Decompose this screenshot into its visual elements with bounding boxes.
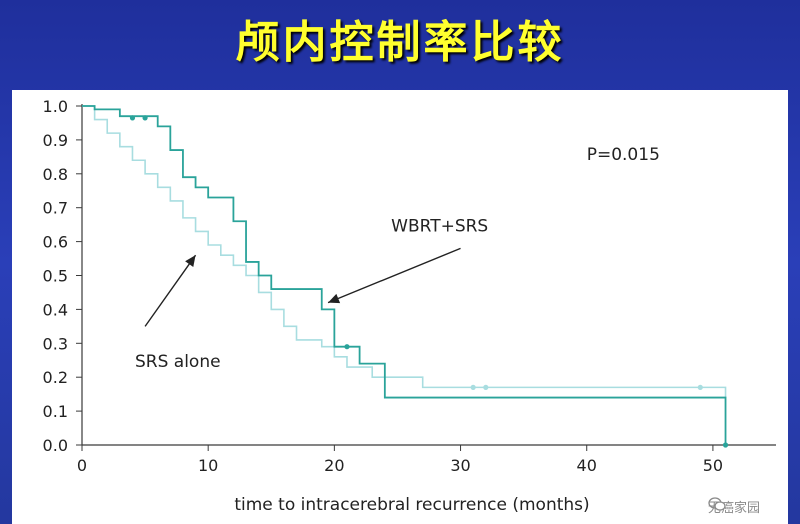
censor-marker <box>722 442 729 448</box>
censor-marker <box>470 384 476 390</box>
censor-marker <box>483 384 489 390</box>
annotation-text: WBRT+SRS <box>391 216 488 236</box>
km-chart-figure: 0.0 0.1 0.2 0.3 0.4 0.5 0.6 0.7 0.8 0.9 1.0 0 10 20 30… <box>12 90 788 524</box>
censor-marker <box>697 384 703 390</box>
series-line-srs-alone <box>82 105 727 398</box>
y-tick-label: 1.0 <box>43 97 68 116</box>
slide-title: 颅内控制率比较 <box>235 17 565 68</box>
watermark: 无癌家园 <box>708 497 760 516</box>
x-axis-label: time to intracerebral recurrence (months… <box>234 495 589 515</box>
y-tick-label: 0.9 <box>43 131 68 150</box>
x-tick-label: 30 <box>450 456 470 475</box>
y-tick-label: 0.4 <box>43 300 68 319</box>
y-tick-label: 0.7 <box>43 199 68 218</box>
x-tick-label: 20 <box>324 456 344 475</box>
chart-axes <box>81 104 776 446</box>
censor-marker <box>344 344 350 350</box>
censor-marker <box>129 115 136 121</box>
y-tick-label: 0.1 <box>43 402 68 421</box>
chart-series <box>82 105 727 445</box>
annotation-arrow-line <box>144 254 197 327</box>
x-tick-label: 50 <box>703 456 723 475</box>
km-chart: 0.0 0.1 0.2 0.3 0.4 0.5 0.6 0.7 0.8 0.9 1.0 0 10 20 30… <box>43 97 776 515</box>
chart-ticks: 0.0 0.1 0.2 0.3 0.4 0.5 0.6 0.7 0.8 0.9 1.0 0 10 20 30… <box>43 97 724 475</box>
censor-marker <box>142 115 148 121</box>
y-tick-label: 0.6 <box>43 233 68 252</box>
x-tick-label: 10 <box>198 456 218 475</box>
y-tick-label: 0.2 <box>43 368 68 387</box>
y-tick-label: 0.3 <box>43 334 68 353</box>
y-tick-label: 0.5 <box>43 267 68 286</box>
y-tick-label: 0.0 <box>43 436 68 455</box>
chart-annotations: P=0.015 WBRT+SRS SRS alone <box>135 145 660 372</box>
annotation-text: SRS alone <box>135 352 221 372</box>
annotation-arrow-line <box>327 247 461 304</box>
wechat-icon <box>708 497 726 511</box>
annotation-arrow-head <box>328 293 341 304</box>
series-line-wbrt-srs <box>82 105 727 445</box>
x-tick-label: 0 <box>77 456 87 475</box>
annotation-text: P=0.015 <box>587 145 660 165</box>
chart-censor-markers <box>129 115 729 448</box>
y-tick-label: 0.8 <box>43 165 68 184</box>
annotation-arrow-head <box>185 255 196 268</box>
x-tick-label: 40 <box>577 456 597 475</box>
